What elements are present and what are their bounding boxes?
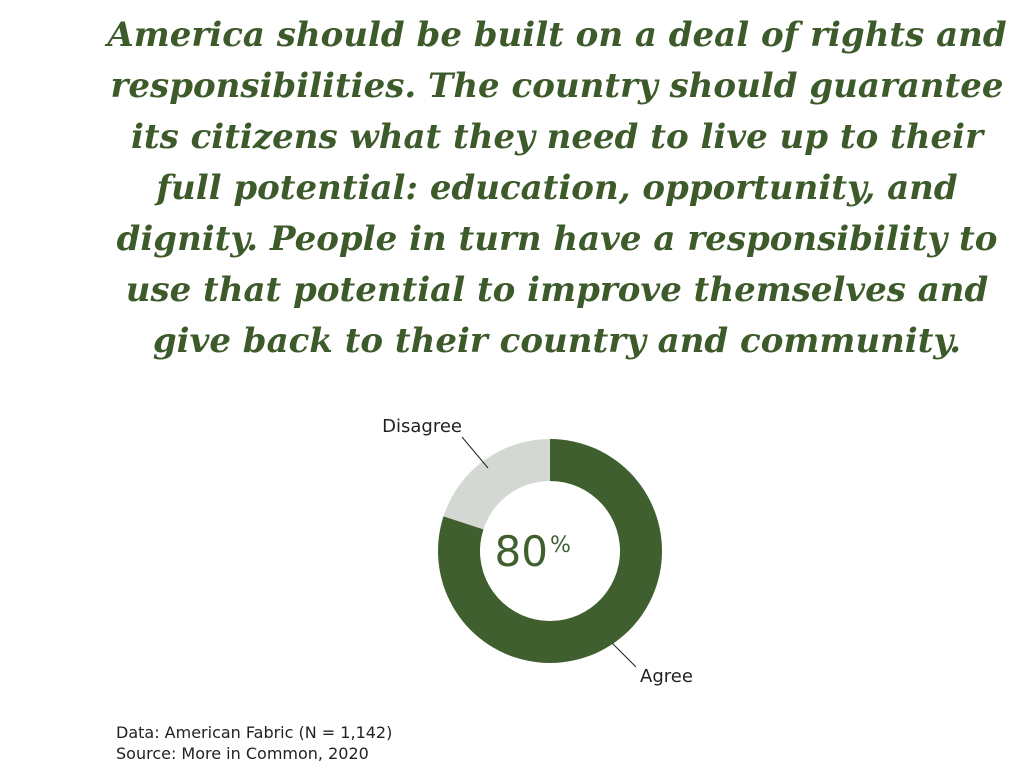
legend-label: Disagree <box>382 416 462 437</box>
legend-label: Agree <box>640 666 693 687</box>
center-unit: % <box>550 533 571 558</box>
note: Data: American Fabric (N = 1,142) <box>116 723 392 742</box>
leader-line <box>461 436 489 469</box>
chart-title: America should be built on a deal of rig… <box>107 15 1007 361</box>
leader-line <box>611 642 637 668</box>
center-label: 80 <box>495 527 548 576</box>
note: Source: More in Common, 2020 <box>116 744 369 763</box>
donut-slice <box>443 439 550 530</box>
donut-slice <box>438 439 663 663</box>
